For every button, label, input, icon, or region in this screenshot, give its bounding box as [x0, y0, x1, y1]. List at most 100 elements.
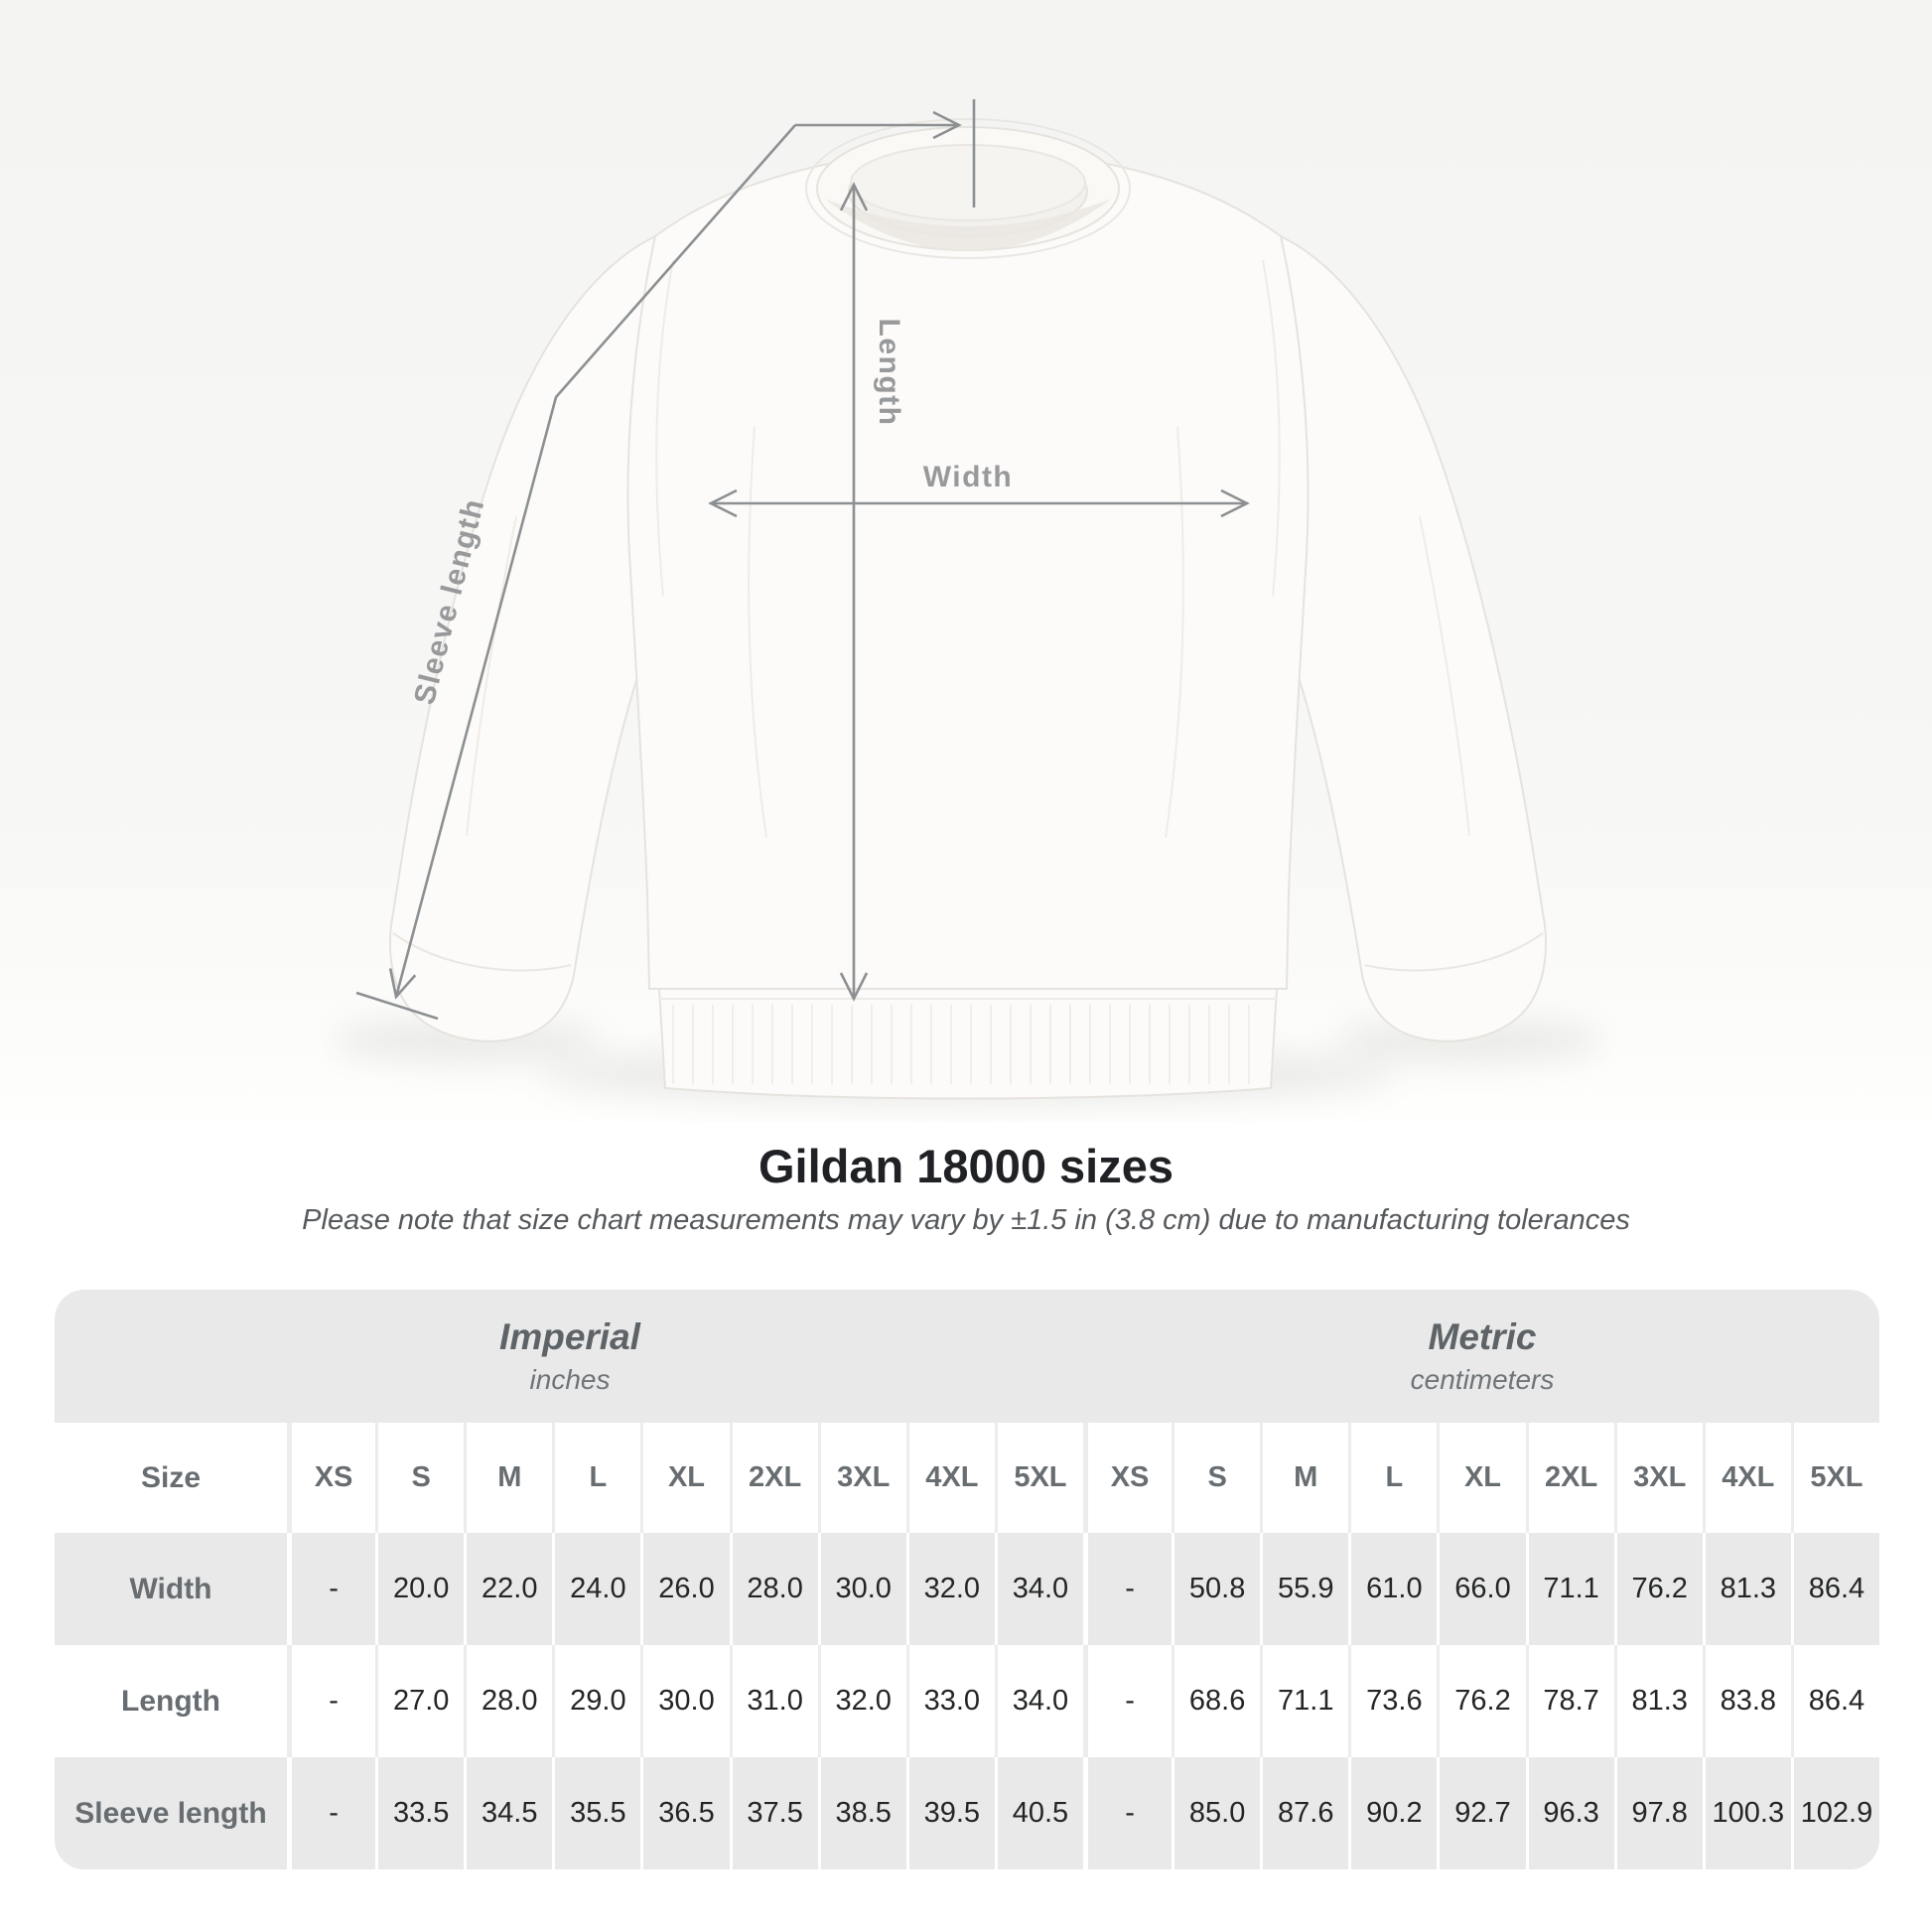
table-cell: 55.9 [1260, 1533, 1349, 1645]
measurement-lines [355, 99, 1250, 1021]
size-table: Imperial inches Metric centimeters Size X… [55, 1290, 1879, 1869]
table-cell: 24.0 [552, 1533, 641, 1645]
table-cell: 28.0 [729, 1533, 818, 1645]
length-label: Length [873, 319, 905, 427]
table-cell: - [1082, 1757, 1173, 1869]
metric-unit: centimeters [1410, 1364, 1555, 1395]
table-cell: 83.8 [1702, 1645, 1791, 1757]
size-corner-label: Size [55, 1423, 287, 1533]
table-cell: 34.5 [464, 1757, 553, 1869]
table-cell: 30.0 [640, 1645, 730, 1757]
table-cell: 76.2 [1613, 1533, 1703, 1645]
units-header-band: Imperial inches Metric centimeters [55, 1290, 1879, 1423]
metric-label: Metric [1428, 1316, 1537, 1357]
column-header-metric: XL [1437, 1423, 1526, 1533]
table-cell: 87.6 [1260, 1757, 1349, 1869]
row-label: Sleeve length [55, 1757, 287, 1869]
table-cell: 32.0 [817, 1645, 906, 1757]
table-cell: 37.5 [729, 1757, 818, 1869]
waistband [657, 988, 1279, 1100]
column-header-imperial: XL [640, 1423, 730, 1533]
row-label: Length [55, 1645, 287, 1757]
column-header-imperial: S [375, 1423, 465, 1533]
sleeve-bottom-tick [355, 991, 439, 1021]
width-label: Width [923, 461, 1014, 493]
table-cell: 76.2 [1437, 1645, 1526, 1757]
table-cell: 28.0 [464, 1645, 553, 1757]
size-chart-title: Gildan 18000 sizes [758, 1140, 1174, 1192]
table-cell: 71.1 [1525, 1533, 1614, 1645]
table-cell: 102.9 [1790, 1757, 1879, 1869]
column-header-imperial: XS [287, 1423, 376, 1533]
unit-group-metric: Metric centimeters [1085, 1290, 1879, 1423]
unit-group-imperial: Imperial inches [55, 1290, 1085, 1423]
column-header-metric: 3XL [1613, 1423, 1703, 1533]
product-photo: Width Length Sleeve length [0, 0, 1932, 1122]
table-cell: 86.4 [1790, 1533, 1879, 1645]
table-cell: 26.0 [640, 1533, 730, 1645]
left-cuff [392, 932, 572, 972]
table-cell: 68.6 [1172, 1645, 1261, 1757]
table-cell: 96.3 [1525, 1757, 1614, 1869]
size-grid: Size XS S M L XL 2XL 3XL 4XL 5XL XS S M L XL 2XL 3XL 4XL 5… [55, 1423, 1879, 1869]
column-header-metric: XS [1082, 1423, 1173, 1533]
table-cell: 30.0 [817, 1533, 906, 1645]
table-cell: 36.5 [640, 1757, 730, 1869]
column-header-metric: M [1260, 1423, 1349, 1533]
table-cell: 66.0 [1437, 1533, 1526, 1645]
table-cell: 40.5 [994, 1757, 1083, 1869]
column-header-metric: 5XL [1790, 1423, 1879, 1533]
sleeve-length-arrow [388, 124, 796, 1000]
table-cell: - [1082, 1533, 1173, 1645]
table-cell: 35.5 [552, 1757, 641, 1869]
table-cell: 97.8 [1613, 1757, 1703, 1869]
table-row: Width -20.0 22.0 24.0 26.0 28.0 30.0 32.0 34.0-5… [55, 1533, 1879, 1645]
row-label: Width [55, 1533, 287, 1645]
table-cell: 50.8 [1172, 1533, 1261, 1645]
column-header-imperial: 3XL [817, 1423, 906, 1533]
imperial-unit: inches [529, 1364, 611, 1395]
table-cell: 78.7 [1525, 1645, 1614, 1757]
table-cell: 71.1 [1260, 1645, 1349, 1757]
table-cell: 73.6 [1348, 1645, 1438, 1757]
table-cell: 27.0 [375, 1645, 465, 1757]
table-cell: 90.2 [1348, 1757, 1438, 1869]
column-header-metric: S [1172, 1423, 1261, 1533]
imperial-label: Imperial [499, 1316, 640, 1357]
table-cell: 86.4 [1790, 1645, 1879, 1757]
table-cell: 32.0 [905, 1533, 995, 1645]
table-cell: 29.0 [552, 1645, 641, 1757]
column-header-imperial: L [552, 1423, 641, 1533]
table-cell: 33.0 [905, 1645, 995, 1757]
table-row: Length -27.0 28.0 29.0 30.0 31.0 32.0 33.0 34.0-… [55, 1645, 1879, 1757]
table-cell: 100.3 [1702, 1757, 1791, 1869]
column-header-metric: 4XL [1702, 1423, 1791, 1533]
sweatshirt-image [389, 118, 1547, 1100]
body-panel [626, 149, 1310, 990]
column-header-imperial: 2XL [729, 1423, 818, 1533]
table-cell: 92.7 [1437, 1757, 1526, 1869]
table-cell: 34.0 [994, 1533, 1083, 1645]
column-header-metric: 2XL [1525, 1423, 1614, 1533]
table-cell: 33.5 [375, 1757, 465, 1869]
right-cuff [1364, 932, 1544, 972]
column-header-imperial: 4XL [905, 1423, 995, 1533]
table-cell: - [287, 1645, 376, 1757]
column-header-imperial: M [464, 1423, 553, 1533]
table-cell: 22.0 [464, 1533, 553, 1645]
table-cell: 85.0 [1172, 1757, 1261, 1869]
table-cell: 81.3 [1702, 1533, 1791, 1645]
table-cell: 61.0 [1348, 1533, 1438, 1645]
collar [805, 118, 1131, 259]
table-cell: 34.0 [994, 1645, 1083, 1757]
column-header-metric: L [1348, 1423, 1438, 1533]
table-cell: 38.5 [817, 1757, 906, 1869]
sweatshirt-diagram: Width Length Sleeve length [0, 0, 1932, 1122]
table-cell: 39.5 [905, 1757, 995, 1869]
tolerance-note: Please note that size chart measurements… [302, 1204, 1630, 1236]
table-cell: - [1082, 1645, 1173, 1757]
table-cell: 20.0 [375, 1533, 465, 1645]
table-row: Sleeve length - 33.5 34.5 35.5 36.5 37.5 38.5 39… [55, 1757, 1879, 1869]
column-header-imperial: 5XL [994, 1423, 1083, 1533]
table-cell: 81.3 [1613, 1645, 1703, 1757]
